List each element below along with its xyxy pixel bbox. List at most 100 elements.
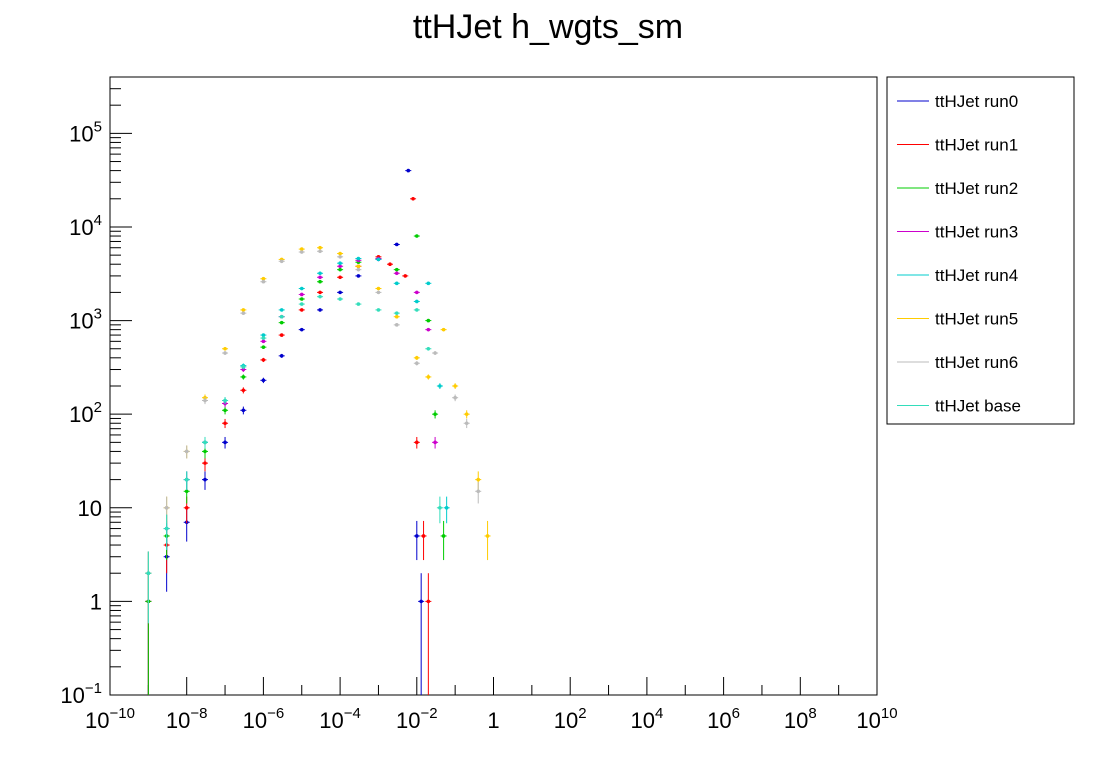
data-point <box>394 267 399 272</box>
data-point <box>419 599 423 604</box>
x-tick-labels: 10−10 10−8 10−6 10−4 10−2 1 102 104 106 108 1010 <box>85 705 898 733</box>
data-point <box>376 290 381 295</box>
data-point <box>438 505 442 510</box>
data-point <box>318 290 322 295</box>
data-point <box>279 320 284 325</box>
legend: ttHJet run0 ttHJet run1 ttHJet run2 ttHJet … <box>886 76 1075 425</box>
data-point <box>415 356 419 360</box>
data-point <box>184 449 189 454</box>
data-point <box>241 367 246 372</box>
data-point <box>299 247 304 251</box>
data-point <box>261 345 266 349</box>
x-tick-label: 1 <box>487 708 499 733</box>
data-point <box>318 308 322 312</box>
data-point <box>394 242 399 247</box>
data-point <box>261 276 266 281</box>
data-point <box>426 318 431 323</box>
y-tick-label: 103 <box>69 306 102 334</box>
data-point <box>318 271 322 276</box>
y-tick-label: 10 <box>78 496 102 521</box>
data-point <box>299 302 304 306</box>
data-point <box>476 489 481 494</box>
y-tick-label: 104 <box>69 212 102 240</box>
data-point <box>426 375 431 379</box>
axis-ticks <box>109 76 878 696</box>
data-point <box>241 388 246 393</box>
data-point <box>338 251 342 256</box>
data-point <box>299 250 304 254</box>
data-point <box>279 308 284 312</box>
data-point <box>441 327 446 332</box>
data-point <box>338 290 342 295</box>
data-point <box>241 375 246 379</box>
data-point <box>415 234 419 238</box>
x-tick-label: 102 <box>554 705 587 733</box>
data-point <box>203 477 207 482</box>
data-point <box>318 275 322 280</box>
data-point <box>318 279 322 284</box>
series-tthjet-run2 <box>145 234 447 695</box>
data-point <box>433 412 437 416</box>
data-point <box>261 358 266 362</box>
legend-label: ttHJet run3 <box>935 223 1018 242</box>
data-point <box>464 412 469 416</box>
data-point <box>356 267 361 272</box>
data-point <box>223 351 227 355</box>
data-point <box>184 489 189 494</box>
y-tick-label: 1 <box>90 589 102 614</box>
data-point <box>223 421 227 426</box>
data-point <box>261 279 266 284</box>
data-point <box>438 384 442 388</box>
data-point <box>464 421 469 426</box>
data-point <box>241 308 246 312</box>
data-point <box>376 286 381 291</box>
y-tick-labels: 10−1 1 10 102 103 104 105 <box>60 118 102 708</box>
series-tthjet-run6 <box>145 249 482 624</box>
data-point <box>164 505 169 510</box>
y-tick-label: 105 <box>69 118 102 146</box>
legend-label: ttHJet run4 <box>935 266 1018 285</box>
data-point <box>203 449 207 454</box>
series-tthjet-base <box>145 294 443 624</box>
data-point <box>261 336 266 340</box>
data-point <box>338 267 342 272</box>
legend-label: ttHJet base <box>935 397 1021 416</box>
data-point <box>338 297 342 301</box>
data-point <box>261 339 266 344</box>
x-tick-label: 104 <box>630 705 663 733</box>
legend-label: ttHJet run2 <box>935 179 1018 198</box>
data-point <box>261 378 266 383</box>
data-point <box>356 302 361 306</box>
data-point <box>415 440 419 445</box>
data-point <box>338 264 342 269</box>
data-point <box>376 257 381 262</box>
data-point <box>406 168 411 173</box>
data-point <box>415 361 419 366</box>
data-point <box>299 308 304 312</box>
series-tthjet-run1 <box>145 196 432 695</box>
data-point <box>411 196 415 201</box>
legend-label: ttHJet run1 <box>935 136 1018 155</box>
data-point <box>184 477 189 482</box>
data-point <box>433 351 437 355</box>
data-point <box>261 333 266 337</box>
data-point <box>318 294 322 299</box>
data-point <box>318 245 322 250</box>
data-point <box>376 308 381 312</box>
x-tick-label: 1010 <box>856 705 897 733</box>
data-point <box>279 333 284 337</box>
data-point <box>279 259 284 264</box>
data-point <box>241 365 246 369</box>
series-tthjet-run3 <box>145 256 439 624</box>
x-tick-label: 10−8 <box>166 705 208 733</box>
data-point <box>444 505 449 510</box>
data-point <box>388 262 392 267</box>
data-point <box>421 534 426 538</box>
data-point <box>453 384 457 388</box>
data-point <box>164 526 169 531</box>
data-point <box>203 461 207 465</box>
data-point <box>426 346 431 351</box>
data-point <box>485 534 490 538</box>
x-tick-label: 10−2 <box>396 705 438 733</box>
plot-frame <box>109 76 878 696</box>
